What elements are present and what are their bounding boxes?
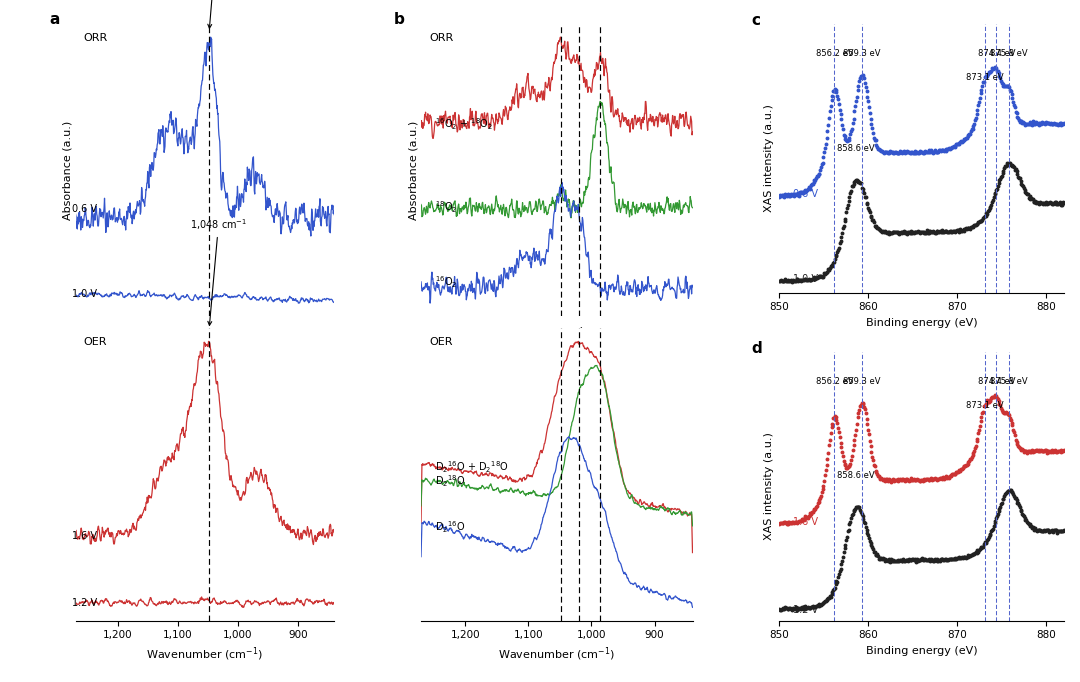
Text: 0.6 V: 0.6 V xyxy=(71,204,96,213)
Text: c: c xyxy=(751,13,760,28)
Text: b: b xyxy=(394,12,405,27)
Text: 1.0 V: 1.0 V xyxy=(71,289,96,299)
Text: ORR: ORR xyxy=(429,33,454,43)
Text: 1,020 cm$^{-1}$: 1,020 cm$^{-1}$ xyxy=(556,340,602,353)
Text: $^{16}$O$_2$ + $^{18}$O$_2$: $^{16}$O$_2$ + $^{18}$O$_2$ xyxy=(435,117,494,132)
Text: 874.4 eV: 874.4 eV xyxy=(977,376,1015,386)
Text: $^{18}$O$_2$: $^{18}$O$_2$ xyxy=(435,199,457,215)
Text: D$_2$$^{16}$O + D$_2$$^{18}$O: D$_2$$^{16}$O + D$_2$$^{18}$O xyxy=(435,460,509,475)
Y-axis label: XAS intensity (a.u.): XAS intensity (a.u.) xyxy=(764,432,774,540)
X-axis label: Wavenumber (cm$^{-1}$): Wavenumber (cm$^{-1}$) xyxy=(147,646,264,664)
Y-axis label: XAS intensity (a.u.): XAS intensity (a.u.) xyxy=(764,104,774,212)
Text: 859.3 eV: 859.3 eV xyxy=(843,376,881,386)
Text: $^{16}$O$_2$: $^{16}$O$_2$ xyxy=(435,274,457,290)
Text: 875.8 eV: 875.8 eV xyxy=(990,48,1027,58)
Text: 856.2 eV: 856.2 eV xyxy=(815,48,853,58)
Y-axis label: Absorbance (a.u.): Absorbance (a.u.) xyxy=(63,121,72,220)
Text: a: a xyxy=(50,12,60,27)
X-axis label: Wavenumber (cm$^{-1}$): Wavenumber (cm$^{-1}$) xyxy=(498,646,616,664)
X-axis label: Binding energy (eV): Binding energy (eV) xyxy=(866,318,977,328)
Text: D$_2$$^{16}$O: D$_2$$^{16}$O xyxy=(435,519,465,535)
Text: d: d xyxy=(751,341,761,356)
Text: 874.4 eV: 874.4 eV xyxy=(977,48,1015,58)
Text: 859.3 eV: 859.3 eV xyxy=(843,48,881,58)
Text: 873.1 eV: 873.1 eV xyxy=(966,73,1003,82)
Text: 986 cm$^{-1}$: 986 cm$^{-1}$ xyxy=(581,355,619,367)
Text: 1,048 cm$^{-1}$: 1,048 cm$^{-1}$ xyxy=(190,217,247,325)
Text: 875.8 eV: 875.8 eV xyxy=(990,376,1027,386)
Text: 858.6 eV: 858.6 eV xyxy=(837,144,875,153)
Y-axis label: Absorbance (a.u.): Absorbance (a.u.) xyxy=(408,121,418,220)
Text: 0.6 V: 0.6 V xyxy=(793,190,818,199)
Text: 1.2 V: 1.2 V xyxy=(71,598,96,608)
Text: 1,048 cm$^{-1}$: 1,048 cm$^{-1}$ xyxy=(539,325,584,338)
Text: 873.1 eV: 873.1 eV xyxy=(966,401,1003,410)
Text: OER: OER xyxy=(83,337,107,347)
Text: 1.6 V: 1.6 V xyxy=(71,531,96,541)
Text: D$_2$$^{18}$O: D$_2$$^{18}$O xyxy=(435,473,465,489)
Text: 1,048 cm$^{-1}$: 1,048 cm$^{-1}$ xyxy=(190,0,247,28)
X-axis label: Binding energy (eV): Binding energy (eV) xyxy=(866,646,977,656)
Text: ORR: ORR xyxy=(83,33,108,43)
Text: 1.2 V: 1.2 V xyxy=(793,605,818,614)
Text: 858.6 eV: 858.6 eV xyxy=(837,471,875,481)
Text: OER: OER xyxy=(429,337,453,347)
Text: 856.2 eV: 856.2 eV xyxy=(815,376,853,386)
Text: 1.0 V: 1.0 V xyxy=(793,273,818,284)
Text: 1.6 V: 1.6 V xyxy=(793,516,818,527)
